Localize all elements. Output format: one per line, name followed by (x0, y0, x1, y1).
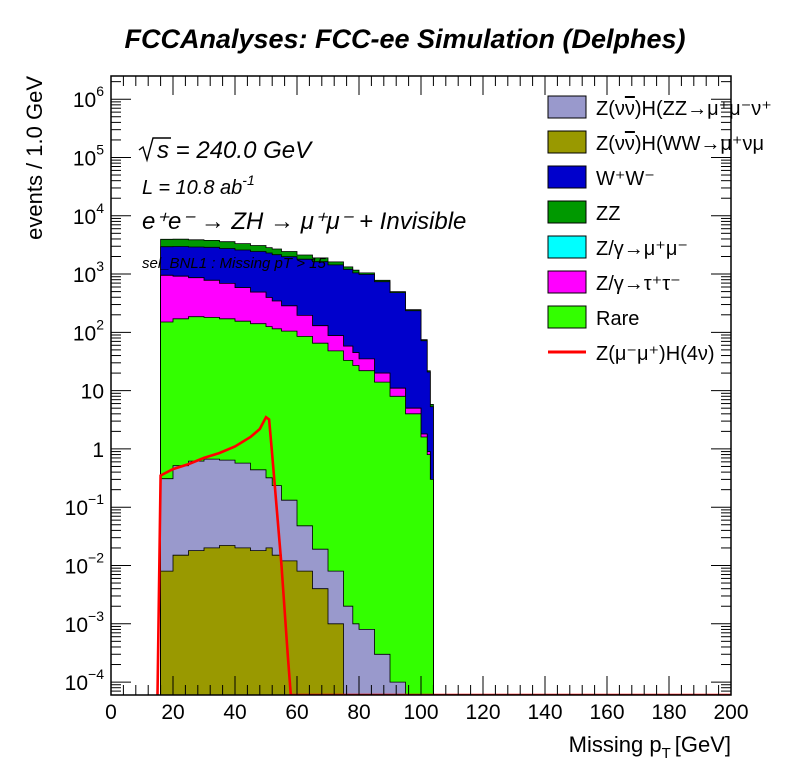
legend-swatch (547, 130, 587, 154)
x-tick-label: 60 (285, 701, 308, 724)
legend-label: ZZ (596, 203, 620, 225)
x-tick-label: 100 (403, 701, 438, 724)
y-tick-label: 105 (73, 141, 104, 170)
chart-title: FCCAnalyses: FCC-ee Simulation (Delphes) (124, 24, 685, 54)
x-tick-label: 140 (527, 701, 562, 724)
y-tick-label: 10−1 (65, 491, 105, 520)
x-axis: 0 20 40 60 80 100 120 140 160 180 200 (105, 76, 749, 724)
stack-areas (160, 238, 434, 695)
y-tick-label: 10−3 (65, 608, 105, 637)
lumi-text: L = 10.8 ab (142, 177, 242, 199)
legend-swatch (547, 305, 587, 329)
luminosity-annotation: L = 10.8 ab-1 (142, 172, 255, 199)
x-tick-label: 180 (651, 701, 686, 724)
legend-swatch (547, 165, 587, 189)
sqrt-s-text: s = 240.0 GeV (157, 137, 313, 164)
x-axis-label: Missing pT [GeV] (569, 732, 731, 762)
x-tick-label: 120 (465, 701, 500, 724)
legend-swatch (547, 95, 587, 119)
y-axis-label: events / 1.0 GeV (22, 76, 47, 240)
signal-series-line (156, 415, 731, 695)
legend-label: Z(νν)H(WW→μ⁺νμ (596, 133, 764, 155)
sqrt-s-annotation: s = 240.0 GeV (138, 137, 313, 164)
x-tick-label: 160 (589, 701, 624, 724)
legend-label: Z(μ⁻μ⁺)H(4ν) (596, 343, 715, 365)
y-tick-label: 106 (73, 83, 104, 112)
y-tick-label: 103 (73, 258, 104, 287)
selection-annotation: sel_BNL1 : Missing pT > 15 (142, 255, 326, 272)
y-tick-label: 104 (73, 200, 104, 229)
x-tick-label: 0 (105, 701, 117, 724)
y-axis: 10−4 10−3 10−2 10−1 1 10 102 103 104 105 106 (65, 81, 731, 696)
y-tick-label: 1 (92, 439, 104, 462)
legend-label: Z(νν)H(ZZ→μ⁺μ⁻ν⁺ (596, 98, 772, 120)
lumi-exp: -1 (242, 172, 254, 188)
x-tick-label: 200 (713, 701, 748, 724)
x-axis-label-unit: [GeV] (675, 732, 731, 757)
x-tick-label: 40 (223, 701, 246, 724)
legend: Z(νν)H(ZZ→μ⁺μ⁻ν⁺ Z(νν)H(WW→μ⁺νμ W⁺W⁻ ZZ Z/γ→… (547, 95, 772, 365)
y-tick-label: 10−2 (65, 549, 105, 578)
legend-swatch (547, 235, 587, 259)
process-annotation: e⁺e⁻ → ZH → μ⁺μ⁻ + Invisible (142, 208, 466, 235)
y-tick-label: 10 (81, 381, 104, 404)
legend-label: W⁺W⁻ (596, 168, 655, 190)
x-tick-label: 80 (347, 701, 370, 724)
legend-swatch (547, 270, 587, 294)
legend-label: Z/γ→τ⁺τ⁻ (596, 273, 681, 295)
legend-label: Z/γ→μ⁺μ⁻ (596, 238, 688, 260)
x-axis-label-sub: T (662, 745, 671, 762)
x-axis-label-main: Missing p (569, 732, 662, 757)
y-tick-label: 10−4 (65, 666, 105, 695)
legend-label: Rare (596, 308, 639, 330)
x-tick-label: 20 (161, 701, 184, 724)
signal-line (156, 415, 731, 695)
y-tick-label: 102 (73, 316, 104, 345)
sqrt-symbol (138, 137, 171, 163)
legend-swatch (547, 200, 587, 224)
